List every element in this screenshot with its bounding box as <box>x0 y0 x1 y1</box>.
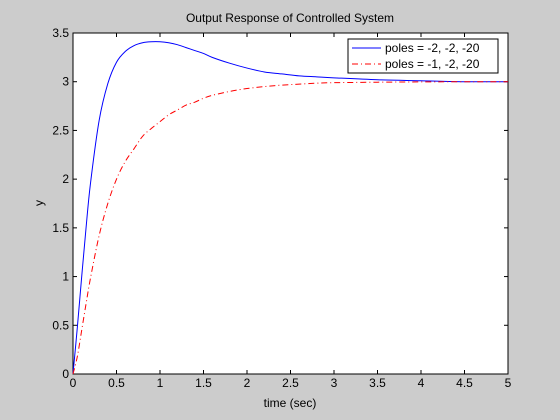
x-tick-label: 2.5 <box>282 376 299 390</box>
y-tick-label: 1.5 <box>52 221 69 235</box>
chart-title: Output Response of Controlled System <box>186 11 394 25</box>
axis-ticks: 0 0.5 1 1.5 2 2.5 3 3.5 4 4.5 5 0 0.5 1 1.5 2 2.5 3 3.5 <box>52 26 511 390</box>
x-tick-label: 3 <box>331 376 338 390</box>
y-axis-label: y <box>32 200 46 206</box>
x-tick-label: 1 <box>157 376 164 390</box>
legend: poles = -2, -2, -20 poles = -1, -2, -20 <box>347 38 499 74</box>
y-tick-label: 2.5 <box>52 123 69 137</box>
legend-label-series-2: poles = -1, -2, -20 <box>385 57 480 71</box>
x-tick-label: 0 <box>70 376 77 390</box>
y-tick-label: 3.5 <box>52 26 69 40</box>
x-tick-label: 3.5 <box>369 376 386 390</box>
legend-label-series-1: poles = -2, -2, -20 <box>385 41 480 55</box>
series-line-1 <box>72 41 509 375</box>
y-tick-label: 2 <box>62 172 69 186</box>
x-tick-label: 5 <box>505 376 512 390</box>
x-tick-label: 4 <box>418 376 425 390</box>
series-lines <box>72 41 509 375</box>
x-axis-label: time (sec) <box>264 396 317 410</box>
y-tick-label: 3 <box>62 75 69 89</box>
y-tick-label: 1 <box>62 270 69 284</box>
y-tick-label: 0 <box>62 367 69 381</box>
series-line-2 <box>72 81 509 375</box>
plot-area <box>72 32 509 375</box>
x-tick-label: 4.5 <box>456 376 473 390</box>
x-tick-label: 0.5 <box>108 376 125 390</box>
legend-box <box>347 38 499 74</box>
x-tick-label: 1.5 <box>195 376 212 390</box>
x-tick-label: 2 <box>244 376 251 390</box>
y-tick-label: 0.5 <box>52 318 69 332</box>
